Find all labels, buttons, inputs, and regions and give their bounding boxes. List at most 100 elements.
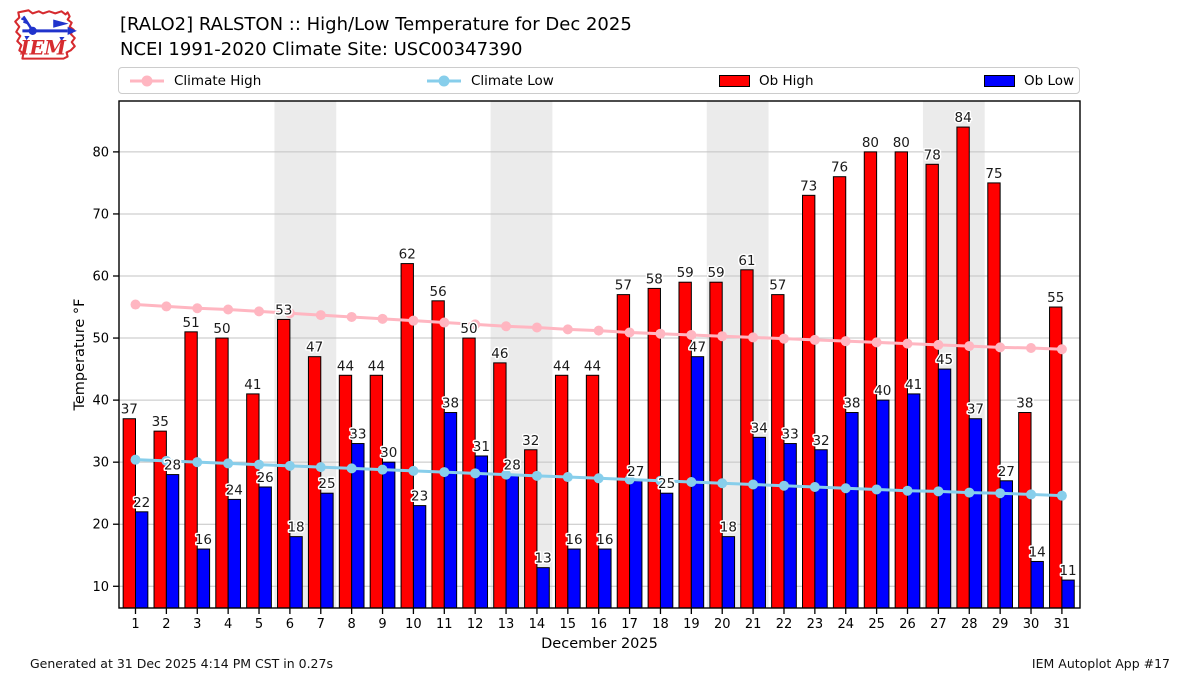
ob-low-bar: [1061, 579, 1075, 609]
page-title: [RALO2] RALSTON :: High/Low Temperature …: [120, 14, 632, 35]
climate-low-marker: [717, 478, 728, 489]
ob-low-value-label: 30: [380, 445, 397, 461]
ob-low-bar: [258, 486, 272, 609]
ob-low-bar: [876, 399, 890, 609]
ob-low-value-label: 27: [627, 464, 644, 480]
ob-high-value-label: 38: [1016, 396, 1033, 412]
climate-low-marker: [1026, 489, 1037, 500]
climate-low-marker: [254, 459, 265, 470]
x-axis-tick-label: 31: [1054, 617, 1071, 632]
legend-item-ob-low: Ob Low: [984, 68, 1074, 93]
y-axis-tick-label: 10: [92, 580, 109, 595]
y-axis-tick-label: 40: [92, 394, 109, 409]
x-axis-tick-label: 11: [436, 617, 453, 632]
ob-high-bar: [215, 337, 229, 609]
ob-low-bar: [505, 474, 519, 609]
ob-high-value-label: 73: [800, 178, 817, 194]
ob-high-value-label: 57: [615, 278, 632, 294]
ob-low-value-label: 31: [473, 439, 490, 455]
climate-high-marker: [871, 337, 882, 348]
ob-high-value-label: 46: [491, 346, 508, 362]
climate-low-marker: [223, 458, 234, 469]
ob-low-value-label: 25: [658, 476, 675, 492]
climate-low-marker: [840, 483, 851, 494]
climate-low-marker: [624, 474, 635, 485]
legend-item-climate-low: Climate Low: [426, 68, 554, 93]
climate-low-marker: [778, 480, 789, 491]
ob-low-bar: [165, 474, 180, 609]
climate-high-marker: [223, 304, 234, 315]
climate-high-marker: [995, 342, 1006, 353]
ob-low-value-label: 38: [442, 396, 459, 412]
ob-high-bar: [431, 300, 445, 609]
climate-high-marker: [192, 303, 203, 314]
legend-label-climate-low: Climate Low: [471, 72, 554, 89]
climate-low-marker: [933, 486, 944, 497]
ob-low-value-label: 38: [843, 396, 860, 412]
ob-high-value-label: 58: [646, 271, 663, 287]
climate-high-marker: [377, 313, 388, 324]
ob-low-bar: [721, 536, 736, 609]
x-axis-tick-label: 18: [652, 617, 669, 632]
legend-label-ob-high: Ob High: [759, 72, 814, 89]
ob-low-bar: [814, 449, 828, 609]
ob-low-value-label: 41: [905, 377, 922, 393]
climate-low-marker: [995, 488, 1006, 499]
ob-low-bar: [629, 480, 643, 609]
ob-high-bar: [863, 151, 878, 609]
climate-high-line-icon: [130, 75, 164, 86]
ob-low-value-label: 34: [751, 420, 768, 436]
ob-high-value-label: 44: [553, 358, 570, 374]
ob-low-value-label: 18: [287, 520, 304, 536]
ob-low-bar: [1030, 560, 1044, 609]
ob-low-bar: [659, 492, 674, 609]
x-axis-tick-label: 2: [162, 617, 170, 632]
ob-low-value-label: 33: [782, 427, 799, 443]
ob-high-value-label: 59: [707, 265, 724, 281]
climate-low-marker: [346, 463, 357, 474]
climate-low-marker: [871, 484, 882, 495]
ob-high-value-label: 56: [430, 284, 447, 300]
ob-low-bar: [443, 412, 458, 609]
ob-low-value-label: 23: [411, 489, 428, 505]
ob-high-value-label: 76: [831, 160, 848, 176]
ob-high-value-label: 80: [893, 135, 910, 151]
climate-high-marker: [902, 338, 913, 349]
climate-low-marker: [686, 477, 697, 488]
climate-low-marker: [130, 454, 141, 465]
ob-high-bar: [956, 126, 970, 609]
ob-high-bar: [616, 294, 631, 609]
ob-low-bar: [382, 461, 396, 609]
ob-high-value-label: 61: [738, 253, 755, 269]
climate-low-marker: [408, 465, 419, 476]
climate-low-marker: [748, 479, 759, 490]
ob-high-bar: [585, 374, 600, 609]
ob-high-value-label: 44: [337, 358, 354, 374]
ob-low-value-label: 47: [689, 340, 706, 356]
climate-low-marker: [531, 470, 542, 481]
x-axis-tick-label: 5: [255, 617, 263, 632]
climate-high-marker: [1026, 342, 1037, 353]
ob-low-value-label: 26: [257, 470, 274, 486]
x-axis-tick-label: 14: [529, 617, 546, 632]
x-axis-tick-label: 23: [807, 617, 824, 632]
ob-low-value-label: 25: [318, 476, 335, 492]
ob-high-bar: [740, 269, 754, 609]
ob-low-value-label: 16: [195, 532, 212, 548]
climate-high-marker: [315, 310, 326, 321]
x-axis-tick-label: 1: [131, 617, 139, 632]
climate-high-marker: [686, 329, 697, 340]
ob-low-bar: [783, 443, 797, 609]
ob-low-value-label: 11: [1059, 563, 1076, 579]
climate-low-marker: [809, 481, 820, 492]
ob-high-value-label: 78: [924, 147, 941, 163]
ob-high-value-label: 35: [152, 414, 169, 430]
climate-low-marker: [161, 455, 172, 466]
ob-low-value-label: 32: [812, 433, 829, 449]
iem-logo-text: IEM: [19, 37, 67, 60]
climate-high-marker: [284, 308, 295, 319]
x-axis-tick-label: 22: [776, 617, 793, 632]
climate-high-marker: [655, 328, 666, 339]
ob-high-value-label: 62: [399, 247, 416, 263]
